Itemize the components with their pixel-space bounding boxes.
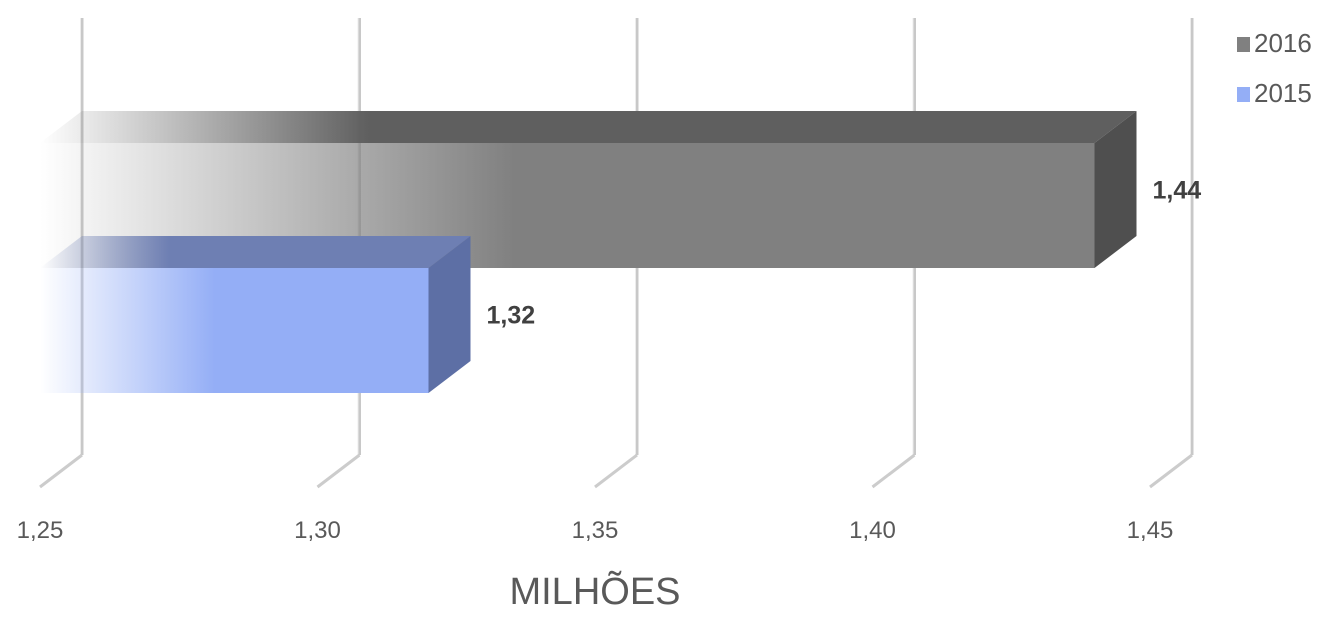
bars-layer	[40, 111, 1137, 393]
bar-top-face	[40, 111, 1137, 143]
labels-layer: 1,44 1,32	[487, 177, 1202, 330]
data-label-2015: 1,32	[487, 302, 536, 330]
legend-swatch	[1237, 37, 1250, 52]
bar-top-face	[40, 236, 471, 268]
bar-side-face	[428, 236, 471, 393]
legend-label: 2016	[1254, 28, 1312, 58]
x-tick-label: 1,30	[294, 517, 341, 544]
x-tick-label: 1,45	[1127, 517, 1174, 544]
x-axis-title: MILHÕES	[509, 569, 680, 613]
floor-tick	[594, 453, 638, 489]
bar-front-face	[40, 268, 429, 393]
floor-tick	[316, 453, 361, 489]
bar-side-face	[1094, 111, 1137, 268]
legend-swatch	[1237, 87, 1250, 102]
legend: 2016 2015	[1237, 28, 1312, 108]
floor-tick	[1149, 453, 1193, 489]
x-tick-label: 1,40	[849, 517, 896, 544]
legend-item-2016: 2016	[1237, 28, 1312, 58]
floor-tick	[39, 453, 83, 489]
legend-item-2015: 2015	[1237, 78, 1312, 108]
floor-tick	[871, 453, 916, 489]
bar-2015	[40, 236, 471, 393]
legend-label: 2015	[1254, 78, 1312, 108]
x-tick-label: 1,25	[17, 517, 64, 544]
data-label-2016: 1,44	[1153, 177, 1202, 205]
x-tick-label: 1,35	[572, 517, 619, 544]
